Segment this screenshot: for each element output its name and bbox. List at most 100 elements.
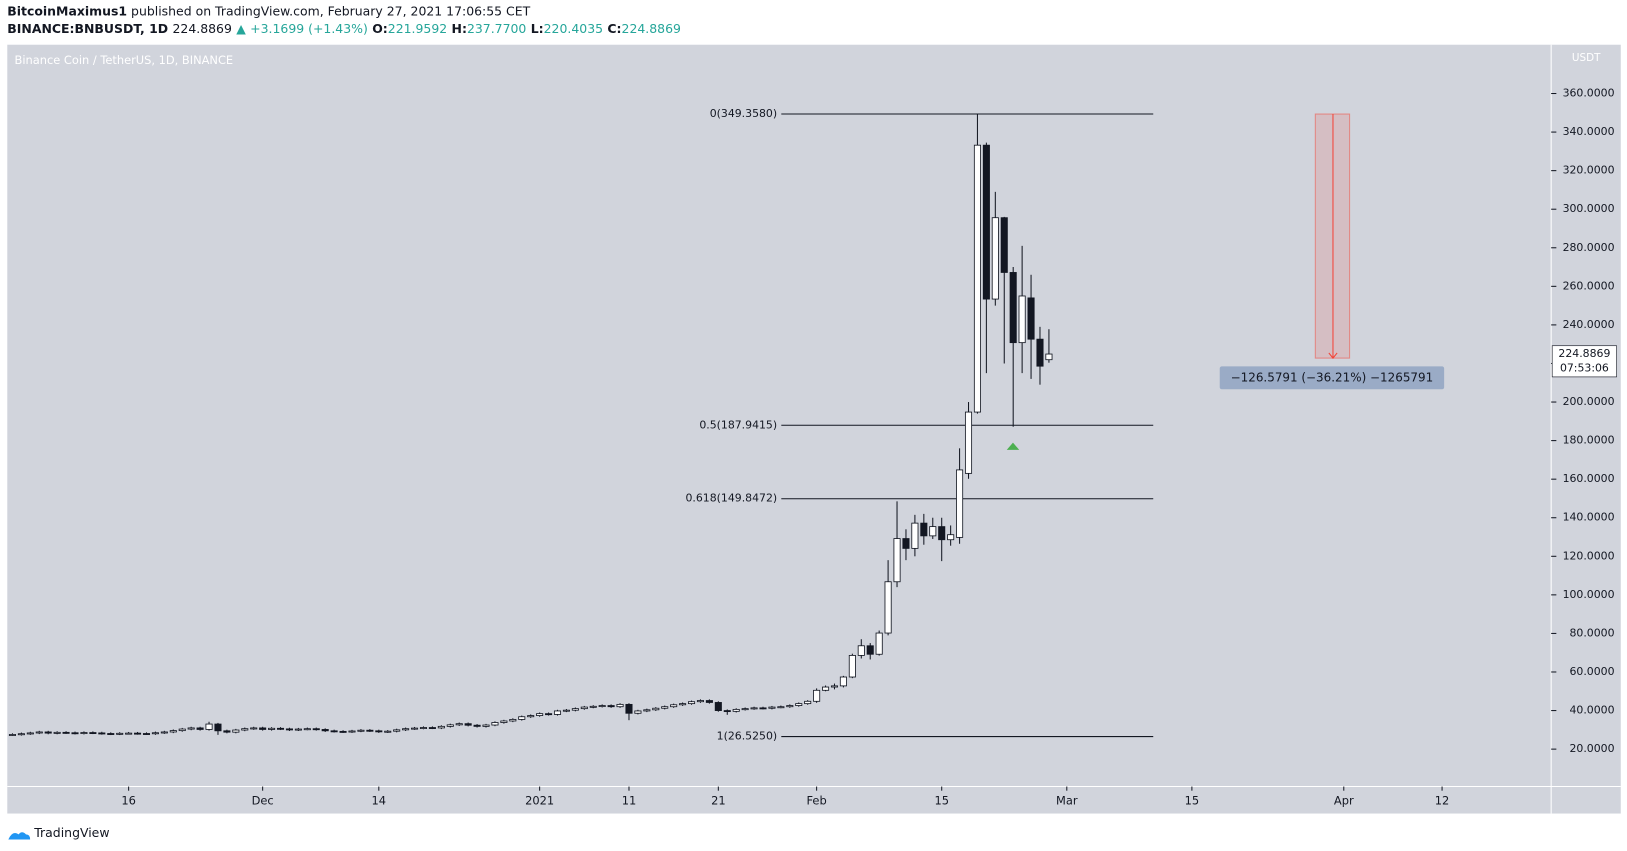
candle-body bbox=[44, 731, 52, 734]
x-tick-label: 12 bbox=[1435, 794, 1450, 808]
candle-body bbox=[786, 705, 794, 708]
candle-body bbox=[125, 732, 133, 735]
candle-body bbox=[714, 702, 722, 711]
price-axis bbox=[1551, 44, 1621, 814]
y-tick-label: 180.0000 bbox=[1563, 434, 1615, 447]
candle-body bbox=[991, 217, 999, 300]
candle-body bbox=[768, 706, 776, 709]
published: published on TradingView.com, February 2… bbox=[131, 3, 531, 18]
candle-body bbox=[250, 727, 258, 730]
candle-body bbox=[232, 729, 240, 733]
ohlc-value: 221.9592 bbox=[388, 21, 447, 36]
y-tick-label: 260.0000 bbox=[1563, 279, 1615, 292]
candle-body bbox=[196, 727, 204, 730]
candle-body bbox=[759, 707, 767, 710]
candle-body bbox=[375, 730, 383, 733]
candle-body bbox=[26, 732, 34, 735]
change: +3.1699 (+1.43%) bbox=[250, 21, 368, 36]
candle-body bbox=[348, 730, 356, 733]
time-axis bbox=[7, 786, 1552, 814]
candle-body bbox=[464, 723, 472, 726]
candle-body bbox=[357, 729, 365, 732]
candle-body bbox=[411, 727, 419, 730]
y-tick-label: 300.0000 bbox=[1563, 202, 1615, 215]
y-tick-label: 240.0000 bbox=[1563, 318, 1615, 331]
x-tick-label: Feb bbox=[807, 794, 827, 808]
currency-label: USDT bbox=[1572, 52, 1601, 64]
candle-body bbox=[1009, 272, 1017, 344]
candle-body bbox=[795, 703, 803, 706]
y-tick-label: 60.0000 bbox=[1569, 665, 1614, 678]
y-tick-label: 320.0000 bbox=[1563, 164, 1615, 177]
candle-body bbox=[625, 703, 633, 714]
ohlc-value: 224.8869 bbox=[622, 21, 681, 36]
candle-body bbox=[875, 632, 883, 655]
candle-body bbox=[705, 700, 713, 703]
ohlc-key: H: bbox=[452, 21, 467, 36]
fib-label: 1(26.5250) bbox=[717, 730, 777, 743]
candle-body bbox=[339, 730, 347, 733]
candle-body bbox=[321, 729, 329, 732]
candle-body bbox=[205, 723, 213, 730]
candle-body bbox=[1045, 353, 1053, 361]
candle-body bbox=[491, 722, 499, 726]
candle-body bbox=[893, 538, 901, 583]
candle-body bbox=[402, 728, 410, 731]
x-tick-label: 15 bbox=[1185, 794, 1200, 808]
candle-body bbox=[134, 732, 142, 735]
candle-body bbox=[652, 707, 660, 711]
ohlc-key: O: bbox=[372, 21, 388, 36]
candle-body bbox=[696, 700, 704, 703]
candle-body bbox=[670, 704, 678, 708]
last-price: 224.8869 bbox=[1558, 347, 1610, 360]
candle-body bbox=[884, 581, 892, 634]
candle-body bbox=[750, 707, 758, 710]
x-tick-label: 2021 bbox=[525, 794, 554, 808]
candle-body bbox=[1018, 295, 1026, 344]
candle-body bbox=[500, 720, 508, 723]
y-tick-label: 140.0000 bbox=[1563, 511, 1615, 524]
candle-body bbox=[938, 526, 946, 541]
candle-body bbox=[732, 708, 740, 712]
candle-body bbox=[679, 703, 687, 706]
ohlc-key: C: bbox=[607, 21, 621, 36]
candle-body bbox=[723, 710, 731, 713]
y-tick-label: 360.0000 bbox=[1563, 87, 1615, 100]
candle-body bbox=[839, 676, 847, 687]
candle-body bbox=[902, 538, 910, 549]
candle-body bbox=[169, 730, 177, 733]
y-tick-label: 200.0000 bbox=[1563, 395, 1615, 408]
candle-body bbox=[616, 703, 624, 708]
candle-body bbox=[419, 727, 428, 729]
candle-body bbox=[964, 411, 973, 474]
candle-body bbox=[330, 730, 338, 733]
y-tick-label: 80.0000 bbox=[1569, 626, 1614, 639]
last-price-tag bbox=[1551, 345, 1617, 378]
candle-body bbox=[804, 700, 812, 705]
x-tick-label: Mar bbox=[1056, 794, 1078, 808]
candle-body bbox=[848, 654, 856, 678]
marks: 20.000040.000060.000080.0000100.0000120.… bbox=[8, 87, 1617, 808]
candle-body bbox=[160, 731, 168, 734]
candle-body bbox=[527, 715, 535, 718]
candle-body bbox=[545, 713, 553, 716]
signal-marker bbox=[1006, 442, 1020, 450]
x-tick-label: 11 bbox=[622, 794, 637, 808]
candle-body bbox=[223, 730, 231, 733]
chart-title: Binance Coin / TetherUS, 1D, BINANCE bbox=[15, 53, 234, 67]
candle-body bbox=[151, 732, 159, 735]
candle-body bbox=[446, 724, 454, 727]
x-tick-label: 14 bbox=[372, 794, 387, 808]
candle-body bbox=[741, 708, 749, 711]
x-tick-label: 21 bbox=[711, 794, 726, 808]
logo-icon bbox=[8, 832, 31, 840]
candle-body bbox=[276, 727, 285, 730]
candle-body bbox=[384, 730, 392, 733]
candle-body bbox=[661, 706, 669, 709]
candle-body bbox=[866, 645, 874, 655]
candle-body bbox=[911, 522, 919, 549]
last-price: 224.8869 bbox=[172, 21, 231, 36]
candle-body bbox=[393, 729, 401, 732]
